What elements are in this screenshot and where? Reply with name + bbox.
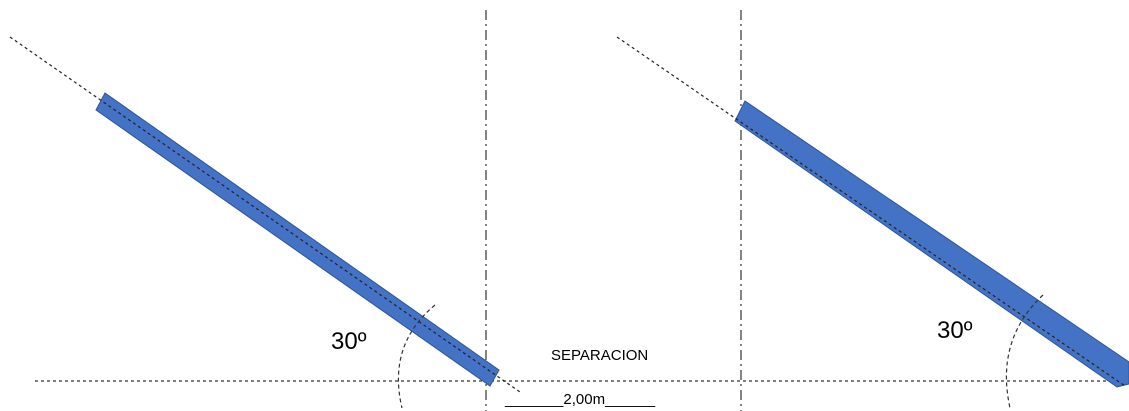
- separation-label: SEPARACION: [551, 347, 648, 364]
- right-angle-label: 30º: [937, 317, 973, 344]
- left-angle-label: 30º: [331, 328, 367, 355]
- left-angle-arc: [397, 304, 436, 409]
- right-panel-body: [734, 100, 1129, 388]
- right-angle-arc: [1005, 294, 1044, 409]
- left-panel-body: [95, 92, 500, 387]
- right-panel-axis-line: [616, 36, 1126, 387]
- left-panel-axis-line: [9, 36, 521, 393]
- distance-label: _______2,00m______: [504, 391, 656, 408]
- right-panel: 30º: [616, 36, 1129, 409]
- left-panel: 30º: [9, 36, 521, 409]
